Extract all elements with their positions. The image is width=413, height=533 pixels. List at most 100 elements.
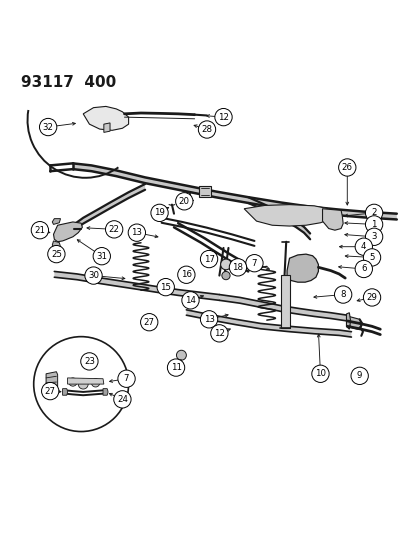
Text: 13: 13 <box>131 228 142 237</box>
Circle shape <box>39 118 57 136</box>
Text: 1: 1 <box>370 220 376 229</box>
Polygon shape <box>346 313 350 329</box>
Circle shape <box>33 337 128 432</box>
Polygon shape <box>103 389 108 395</box>
Text: 30: 30 <box>88 271 99 280</box>
Text: 20: 20 <box>178 197 189 206</box>
Polygon shape <box>67 378 104 384</box>
Text: 25: 25 <box>51 249 62 259</box>
Circle shape <box>41 383 59 400</box>
Text: 5: 5 <box>368 253 374 262</box>
Polygon shape <box>54 271 219 300</box>
Text: 32: 32 <box>43 123 54 132</box>
Circle shape <box>118 370 135 387</box>
Circle shape <box>338 159 355 176</box>
Text: 27: 27 <box>143 318 154 327</box>
Text: 21: 21 <box>34 225 45 235</box>
Circle shape <box>78 379 88 389</box>
Circle shape <box>350 367 368 384</box>
Circle shape <box>363 249 380 266</box>
Circle shape <box>85 267 102 284</box>
Circle shape <box>220 259 231 270</box>
Text: 19: 19 <box>154 208 165 217</box>
Circle shape <box>175 192 192 210</box>
Circle shape <box>245 255 263 272</box>
Text: 26: 26 <box>341 163 352 172</box>
Circle shape <box>334 286 351 303</box>
Text: 12: 12 <box>214 329 224 338</box>
Text: 28: 28 <box>201 125 212 134</box>
Circle shape <box>214 109 232 126</box>
Text: 12: 12 <box>218 112 228 122</box>
Text: 27: 27 <box>45 386 56 395</box>
Circle shape <box>150 204 168 222</box>
Circle shape <box>114 391 131 408</box>
Polygon shape <box>198 186 211 197</box>
Circle shape <box>105 221 123 238</box>
Circle shape <box>210 325 228 342</box>
Circle shape <box>311 365 328 383</box>
Polygon shape <box>73 163 396 220</box>
Polygon shape <box>52 219 60 224</box>
Circle shape <box>198 121 215 138</box>
Circle shape <box>140 313 157 331</box>
Circle shape <box>31 222 48 239</box>
Circle shape <box>354 238 372 255</box>
Circle shape <box>176 350 186 360</box>
Text: 7: 7 <box>123 374 129 383</box>
Text: 17: 17 <box>203 255 214 264</box>
Circle shape <box>128 224 145 241</box>
Text: 29: 29 <box>366 293 377 302</box>
Circle shape <box>167 359 184 376</box>
Text: 8: 8 <box>339 290 345 299</box>
Circle shape <box>69 378 77 386</box>
Circle shape <box>354 260 372 278</box>
Circle shape <box>177 266 195 284</box>
Text: 3: 3 <box>370 232 376 241</box>
Polygon shape <box>83 107 128 131</box>
Text: 13: 13 <box>203 315 214 324</box>
Polygon shape <box>322 209 342 230</box>
Text: 6: 6 <box>360 264 366 273</box>
Circle shape <box>200 251 217 268</box>
Text: 11: 11 <box>170 363 181 372</box>
Circle shape <box>221 271 230 280</box>
Circle shape <box>365 216 382 233</box>
Circle shape <box>365 204 382 222</box>
Polygon shape <box>104 123 110 132</box>
Polygon shape <box>286 254 318 282</box>
Polygon shape <box>244 205 334 226</box>
Polygon shape <box>46 372 57 391</box>
Text: 23: 23 <box>84 357 95 366</box>
Circle shape <box>200 311 217 328</box>
Polygon shape <box>58 184 145 240</box>
Text: 7: 7 <box>251 259 256 268</box>
Circle shape <box>181 292 199 309</box>
Text: 18: 18 <box>232 263 243 272</box>
Text: 15: 15 <box>160 282 171 292</box>
Circle shape <box>47 246 65 263</box>
Text: 4: 4 <box>360 242 366 251</box>
Circle shape <box>363 289 380 306</box>
Text: 10: 10 <box>314 369 325 378</box>
Circle shape <box>81 353 98 370</box>
Circle shape <box>229 259 246 276</box>
Polygon shape <box>186 310 351 337</box>
Text: 2: 2 <box>370 208 376 217</box>
Text: 22: 22 <box>108 225 119 234</box>
Polygon shape <box>280 274 289 328</box>
Text: 31: 31 <box>96 252 107 261</box>
Polygon shape <box>248 197 309 239</box>
Text: 93117  400: 93117 400 <box>21 75 116 90</box>
Circle shape <box>93 247 110 265</box>
Text: 9: 9 <box>356 372 361 381</box>
Circle shape <box>157 278 174 296</box>
Text: 24: 24 <box>116 395 128 404</box>
Text: 16: 16 <box>180 270 191 279</box>
Circle shape <box>91 379 100 387</box>
Polygon shape <box>62 389 67 395</box>
Polygon shape <box>52 241 60 247</box>
Polygon shape <box>53 222 82 242</box>
Text: 14: 14 <box>185 296 195 305</box>
Polygon shape <box>346 316 361 329</box>
